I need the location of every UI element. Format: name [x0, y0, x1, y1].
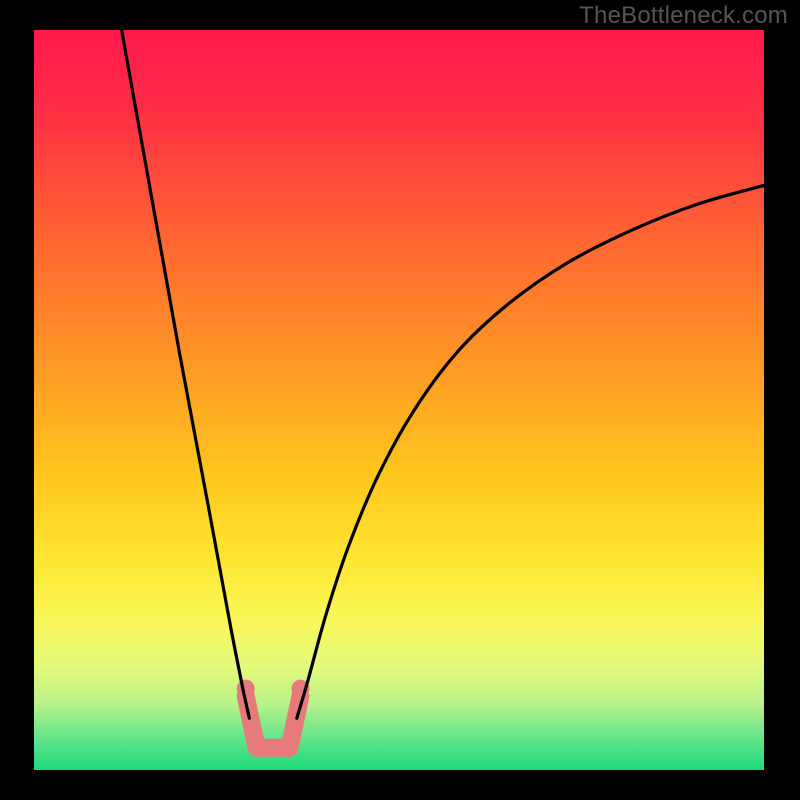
plot-area: [34, 30, 764, 770]
highlight-segment: [290, 696, 301, 748]
bottleneck-chart: [0, 0, 800, 800]
watermark-text: TheBottleneck.com: [579, 2, 788, 30]
